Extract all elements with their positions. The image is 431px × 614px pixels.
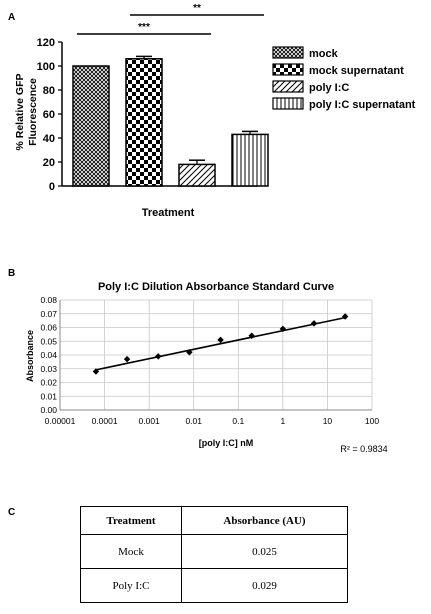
x-tick-label: 0.00001: [45, 416, 76, 426]
table-row: Poly I:C 0.029: [80, 568, 348, 603]
y-tick-label: 0.07: [40, 309, 57, 319]
data-points: [92, 313, 349, 375]
y-axis-label-line1: % Relative GFP: [14, 73, 26, 150]
y-tick-label: 0.06: [40, 323, 57, 333]
r-squared-label: R² = 0.9834: [340, 444, 387, 454]
data-point: [310, 320, 318, 327]
column-header-treatment: Treatment: [80, 506, 182, 535]
significance-label: ***: [138, 22, 150, 33]
legend-swatch: [272, 63, 304, 76]
legend-swatch: [272, 80, 304, 93]
absorbance-table-panel-c: Treatment Absorbance (AU) Mock 0.025 Pol…: [80, 506, 348, 603]
x-tick-label: 1: [280, 416, 285, 426]
y-axis-label-line2: Fluorescence: [27, 78, 39, 146]
x-tick-label: 0.0001: [92, 416, 118, 426]
legend-swatch: [272, 46, 304, 59]
y-tick-label: 60: [43, 109, 55, 121]
data-point: [248, 332, 255, 339]
legend-label: mock: [309, 48, 339, 60]
bar-3: [231, 133, 269, 187]
y-tick-label: 0.02: [40, 378, 57, 388]
legend-swatch: [272, 97, 304, 110]
bars: [72, 55, 269, 187]
panel-b-label: B: [8, 268, 15, 279]
data-point: [186, 349, 193, 356]
y-axis-label: Absorbance: [25, 330, 35, 382]
data-point: [341, 313, 349, 320]
table-header-row: Treatment Absorbance (AU): [80, 506, 348, 535]
absorbance-table: Treatment Absorbance (AU) Mock 0.025 Pol…: [80, 506, 348, 603]
cell-treatment: Poly I:C: [80, 568, 182, 603]
y-tick-label: 100: [37, 61, 55, 73]
cell-treatment: Mock: [80, 534, 182, 569]
scatter-chart-panel-b: Poly I:C Dilution Absorbance Standard Cu…: [25, 281, 388, 454]
x-tick-label: 0.01: [185, 416, 202, 426]
y-axis-ticks: 0.00 0.01 0.02 0.03 0.04 0.05 0.06 0.07 0.08: [40, 295, 57, 415]
significance-brackets: *****: [77, 3, 264, 35]
bar-1: [125, 58, 163, 187]
bar-0: [72, 65, 110, 187]
column-header-absorbance: Absorbance (AU): [181, 506, 348, 535]
trend-line: [95, 316, 346, 371]
cell-absorbance: 0.025: [181, 534, 348, 569]
table-row: Mock 0.025: [80, 534, 348, 569]
data-point: [279, 325, 287, 333]
y-tick-label: 40: [43, 133, 55, 145]
bar-2: [178, 163, 216, 187]
legend: mock mock supernatant poly I:C poly I:C sup…: [272, 46, 416, 111]
y-tick-label: 120: [37, 37, 55, 49]
y-tick-label: 0: [49, 181, 55, 193]
y-tick-label: 20: [43, 157, 55, 169]
data-point: [217, 336, 224, 344]
legend-label: mock supernatant: [309, 65, 404, 77]
x-tick-label: 100: [365, 416, 379, 426]
y-tick-label: 0.05: [40, 336, 57, 346]
y-axis-ticks: 0 20 40 60 80 100 120: [37, 37, 62, 193]
x-tick-label: 10: [323, 416, 333, 426]
x-axis-label: Treatment: [142, 207, 195, 219]
x-tick-label: 0.001: [139, 416, 161, 426]
y-tick-label: 0.03: [40, 364, 57, 374]
legend-label: poly I:C supernatant: [309, 99, 416, 111]
legend-label: poly I:C: [309, 82, 349, 94]
x-axis-ticks: 0.00001 0.0001 0.001 0.01 0.1 1 10 100: [45, 416, 380, 426]
gridlines: [59, 299, 373, 411]
cell-absorbance: 0.029: [181, 568, 348, 603]
x-axis-label: [poly I:C] nM: [199, 438, 254, 448]
y-tick-label: 0.08: [40, 295, 57, 305]
panel-a-label: A: [8, 12, 15, 23]
data-point: [155, 353, 162, 360]
y-tick-label: 80: [43, 85, 55, 97]
data-point: [123, 355, 131, 363]
data-point: [92, 368, 100, 375]
panel-c-label: C: [8, 507, 15, 518]
y-tick-label: 0.04: [40, 350, 57, 360]
y-tick-label: 0.01: [40, 391, 57, 401]
y-tick-label: 0.00: [40, 405, 57, 415]
significance-label: **: [193, 3, 201, 14]
chart-title: Poly I:C Dilution Absorbance Standard Cu…: [98, 281, 334, 293]
x-tick-label: 0.1: [232, 416, 244, 426]
